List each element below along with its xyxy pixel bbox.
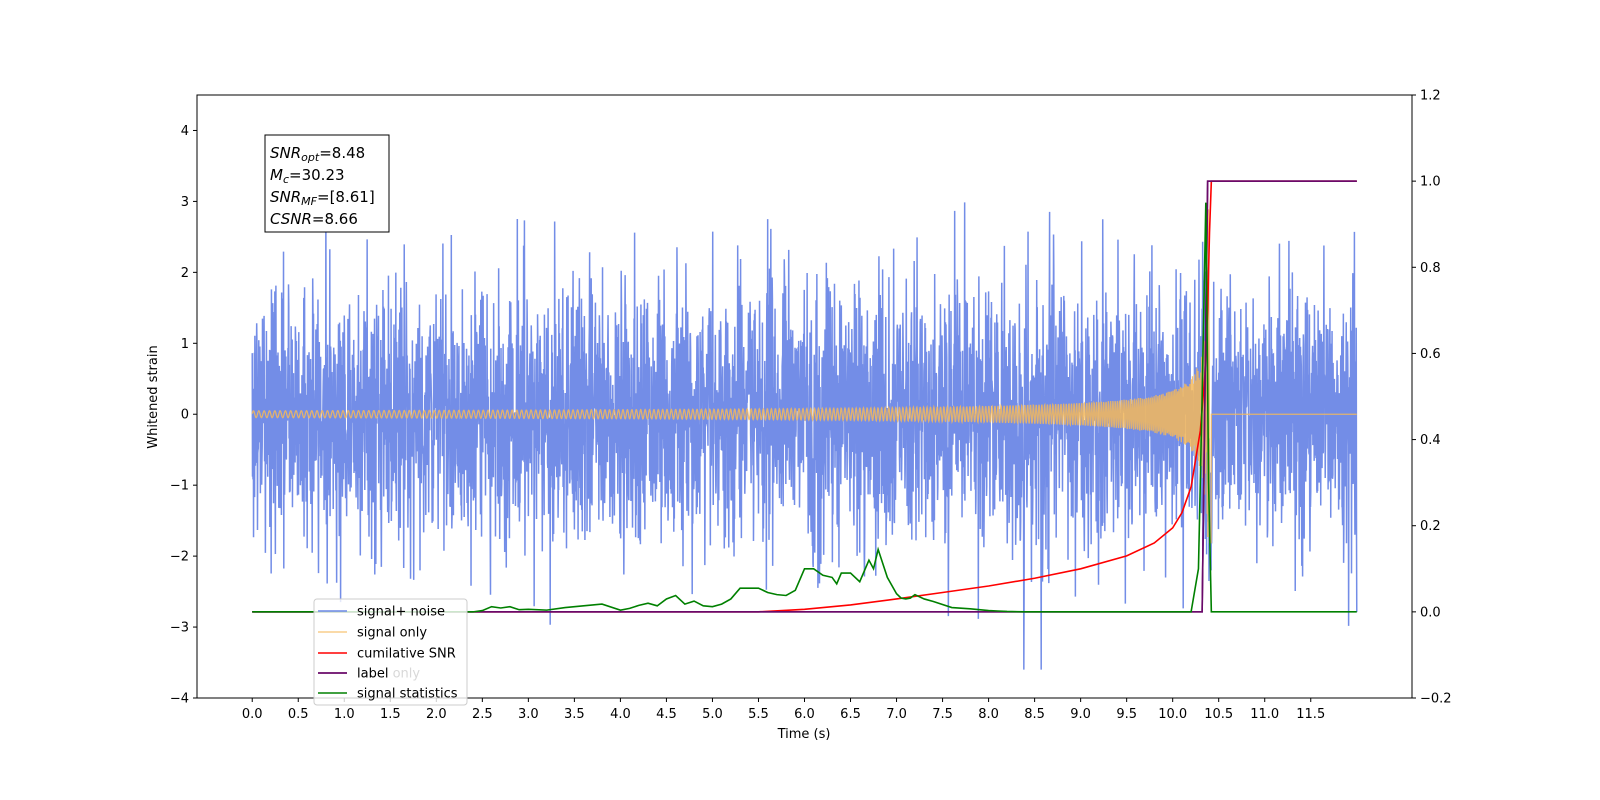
x-tick-label: 2.5 (472, 707, 493, 722)
annotation-subscript: MF (301, 195, 317, 208)
x-axis: 0.0 0.5 1.0 1.5 2.0 2.5 3.0 3.5 4.0 4.5 5.0 5.5 6.0 6… (242, 698, 1325, 722)
legend-frame (313, 598, 468, 706)
series-signal-only (251, 209, 1357, 544)
x-tick-label: 6.5 (840, 707, 861, 722)
x-tick-label: 7.5 (932, 707, 953, 722)
y-tick-label: −2 (170, 550, 189, 565)
y2-tick-label: 0.2 (1420, 519, 1441, 534)
series-signal-noise (251, 202, 1358, 670)
y-tick-label: 3 (181, 195, 189, 210)
annotation-value: =[8.61] (317, 188, 375, 206)
annotation-symbol: SNR (270, 144, 301, 162)
x-tick-label: 8.5 (1024, 707, 1045, 722)
x-tick-label: 6.0 (794, 707, 815, 722)
y2-tick-label: 0.6 (1420, 347, 1441, 362)
x-tick-label: 3.5 (564, 707, 585, 722)
annotation-symbol: SNR (270, 188, 301, 206)
x-tick-label: 8.0 (978, 707, 999, 722)
y-tick-label: 4 (181, 124, 189, 139)
legend-entry: label (357, 667, 388, 682)
legend: signal+ noise signal only cumilative SNR la… (313, 598, 468, 706)
x-tick-label: 1.0 (334, 707, 355, 722)
legend-entry: signal statistics (357, 687, 458, 702)
annotation-symbol: M (270, 166, 283, 184)
y-tick-label: −3 (170, 621, 189, 636)
annotation-value: =30.23 (289, 166, 345, 184)
plot-area (251, 180, 1358, 670)
x-axis-label: Time (s) (777, 727, 831, 742)
x-tick-label: 5.0 (702, 707, 723, 722)
x-tick-label: 4.5 (656, 707, 677, 722)
annotation-symbol: CSNR (270, 210, 312, 228)
annotation-frame (264, 134, 390, 233)
x-tick-label: 0.5 (288, 707, 309, 722)
x-tick-label: 11.5 (1296, 707, 1325, 722)
x-tick-label: 11.0 (1250, 707, 1279, 722)
x-tick-label: 0.0 (242, 707, 263, 722)
y-axis: −4 −3 −2 −1 0 1 2 3 4 (170, 124, 197, 707)
y-axis-label: Whitened strain (146, 345, 161, 448)
x-tick-label: 5.5 (748, 707, 769, 722)
annotation-value: =8.48 (319, 144, 365, 162)
y-tick-label: −1 (170, 479, 189, 494)
y2-tick-label: 1.2 (1420, 89, 1441, 104)
legend-entry: signal only (357, 626, 427, 641)
y2-tick-label: 1.0 (1420, 175, 1441, 190)
y2-tick-label: 0.8 (1420, 261, 1441, 276)
x-tick-label: 9.5 (1116, 707, 1137, 722)
x-tick-label: 2.0 (426, 707, 447, 722)
legend-entry: signal+ noise (357, 605, 445, 620)
annotation-line: SNRopt=8.48 (270, 144, 365, 164)
x-tick-label: 4.0 (610, 707, 631, 722)
x-tick-label: 10.0 (1158, 707, 1187, 722)
y2-tick-label: −0.2 (1420, 692, 1452, 707)
y-tick-label: 0 (181, 408, 189, 423)
y-tick-label: −4 (170, 692, 189, 707)
x-tick-label: 10.5 (1204, 707, 1233, 722)
series-signal-statistics (252, 202, 1357, 613)
annotation-subscript: opt (301, 151, 320, 164)
annotation-value: =8.66 (312, 210, 358, 228)
annotation-line: Mc=30.23 (270, 166, 345, 186)
y-tick-label: 1 (181, 337, 189, 352)
x-tick-label: 9.0 (1070, 707, 1091, 722)
y2-tick-label: 0.0 (1420, 605, 1441, 620)
y2-axis: −0.2 0.0 0.2 0.4 0.6 0.8 1.0 1.2 (1412, 89, 1452, 707)
series-label-only (252, 180, 1357, 613)
annotation-line: CSNR=8.66 (270, 210, 358, 228)
x-tick-label: 7.0 (886, 707, 907, 722)
legend-entry: label only (357, 667, 420, 682)
x-tick-label: 3.0 (518, 707, 539, 722)
annotation-subscript: c (283, 173, 289, 186)
annotation-line: SNRMF=[8.61] (270, 188, 375, 208)
y2-tick-label: 0.4 (1420, 433, 1441, 448)
legend-entry: cumilative SNR (357, 647, 456, 662)
y-tick-label: 2 (181, 266, 189, 281)
x-tick-label: 1.5 (380, 707, 401, 722)
